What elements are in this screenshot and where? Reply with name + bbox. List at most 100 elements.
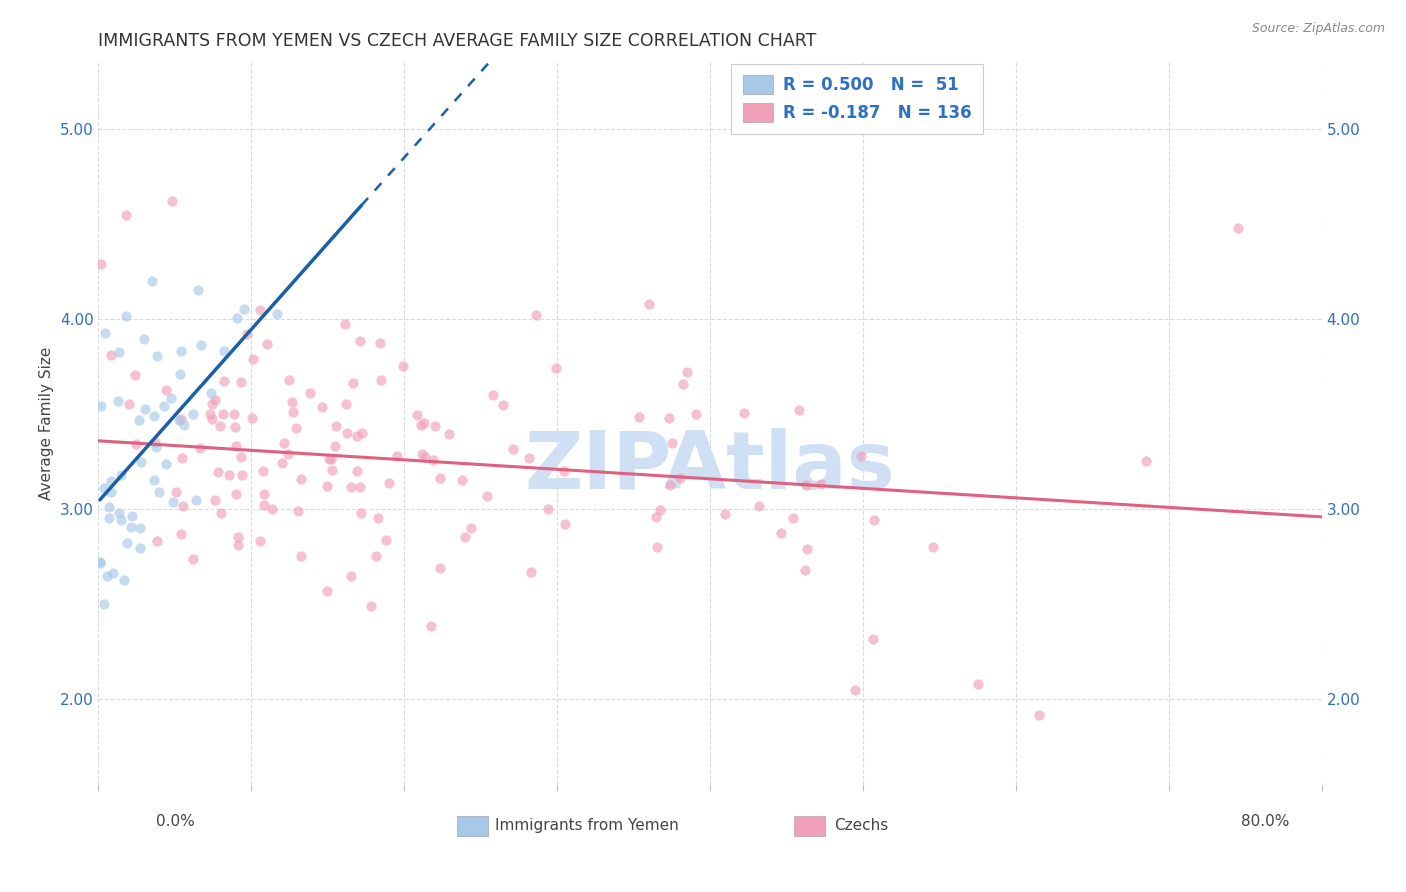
Point xyxy=(794,562,817,576)
Point xyxy=(121,520,143,534)
Point xyxy=(229,376,252,390)
Point xyxy=(335,397,357,411)
Point xyxy=(146,533,169,548)
Point xyxy=(118,397,141,411)
Point xyxy=(160,392,183,406)
Point xyxy=(849,449,872,463)
Y-axis label: Average Family Size: Average Family Size xyxy=(39,347,53,500)
Point xyxy=(553,463,575,477)
Point xyxy=(669,471,692,485)
Point xyxy=(240,411,263,425)
Point xyxy=(429,561,451,575)
Point xyxy=(350,426,373,441)
Point xyxy=(226,310,249,325)
Point xyxy=(252,464,274,478)
Point xyxy=(922,541,945,555)
Point xyxy=(661,436,683,450)
Point xyxy=(796,477,818,491)
Point xyxy=(325,419,347,434)
Point xyxy=(256,337,278,351)
Legend: R = 0.500   N =  51, R = -0.187   N = 136: R = 0.500 N = 51, R = -0.187 N = 136 xyxy=(731,63,983,134)
Point xyxy=(346,464,368,478)
Point xyxy=(335,317,357,331)
Point xyxy=(319,451,342,466)
Point xyxy=(370,373,392,387)
Point xyxy=(169,411,191,425)
Point xyxy=(125,437,148,451)
Point xyxy=(201,397,224,411)
Point xyxy=(782,511,804,525)
Point xyxy=(290,549,312,564)
Point xyxy=(315,584,337,599)
Point xyxy=(188,441,211,455)
Point xyxy=(321,463,343,477)
Point xyxy=(155,384,177,398)
Point xyxy=(96,568,118,582)
Point xyxy=(162,495,184,509)
Point xyxy=(645,540,668,554)
Point xyxy=(422,453,444,467)
Point xyxy=(713,507,735,521)
Point xyxy=(280,395,302,409)
Point xyxy=(110,513,132,527)
Point xyxy=(141,273,163,287)
Point xyxy=(638,297,661,311)
Point xyxy=(1226,220,1249,235)
Point xyxy=(544,360,567,375)
Point xyxy=(368,336,391,351)
Point xyxy=(311,400,333,414)
Point xyxy=(554,517,576,532)
Point xyxy=(211,407,233,421)
Point xyxy=(346,428,368,442)
Point xyxy=(160,194,183,209)
Point xyxy=(475,489,498,503)
Point xyxy=(439,427,461,442)
Point xyxy=(482,388,505,402)
Point xyxy=(460,521,482,535)
Point xyxy=(167,413,190,427)
Point xyxy=(360,599,382,614)
Point xyxy=(316,479,339,493)
Point xyxy=(152,399,174,413)
Point xyxy=(770,526,793,541)
Point xyxy=(165,484,187,499)
Point xyxy=(187,283,209,297)
Point xyxy=(145,440,167,454)
Point xyxy=(266,307,288,321)
Point xyxy=(409,417,432,432)
Point xyxy=(367,510,389,524)
Point xyxy=(225,438,247,452)
Point xyxy=(114,309,136,323)
Point xyxy=(190,337,212,351)
Point xyxy=(143,409,166,423)
Point xyxy=(212,343,235,358)
Point xyxy=(339,568,361,582)
Point xyxy=(115,208,138,222)
Point xyxy=(325,439,347,453)
Point xyxy=(143,434,166,449)
Point xyxy=(212,374,235,388)
Point xyxy=(429,471,451,485)
Point xyxy=(89,556,111,570)
Text: Source: ZipAtlas.com: Source: ZipAtlas.com xyxy=(1251,22,1385,36)
Point xyxy=(184,493,207,508)
Point xyxy=(100,474,122,488)
Point xyxy=(93,598,115,612)
Point xyxy=(413,416,436,430)
Point xyxy=(789,403,811,417)
Text: 80.0%: 80.0% xyxy=(1241,814,1289,829)
Point xyxy=(218,468,240,483)
Point xyxy=(281,405,304,419)
Point xyxy=(385,449,408,463)
Point xyxy=(517,450,540,465)
Point xyxy=(844,682,866,697)
Point xyxy=(100,348,122,362)
Point xyxy=(420,618,443,632)
Text: IMMIGRANTS FROM YEMEN VS CZECH AVERAGE FAMILY SIZE CORRELATION CHART: IMMIGRANTS FROM YEMEN VS CZECH AVERAGE F… xyxy=(98,32,817,50)
Point xyxy=(112,573,135,587)
Text: ZIPAtlas: ZIPAtlas xyxy=(524,428,896,506)
Point xyxy=(145,350,167,364)
Point xyxy=(249,534,271,549)
Point xyxy=(103,566,125,580)
Point xyxy=(411,447,433,461)
